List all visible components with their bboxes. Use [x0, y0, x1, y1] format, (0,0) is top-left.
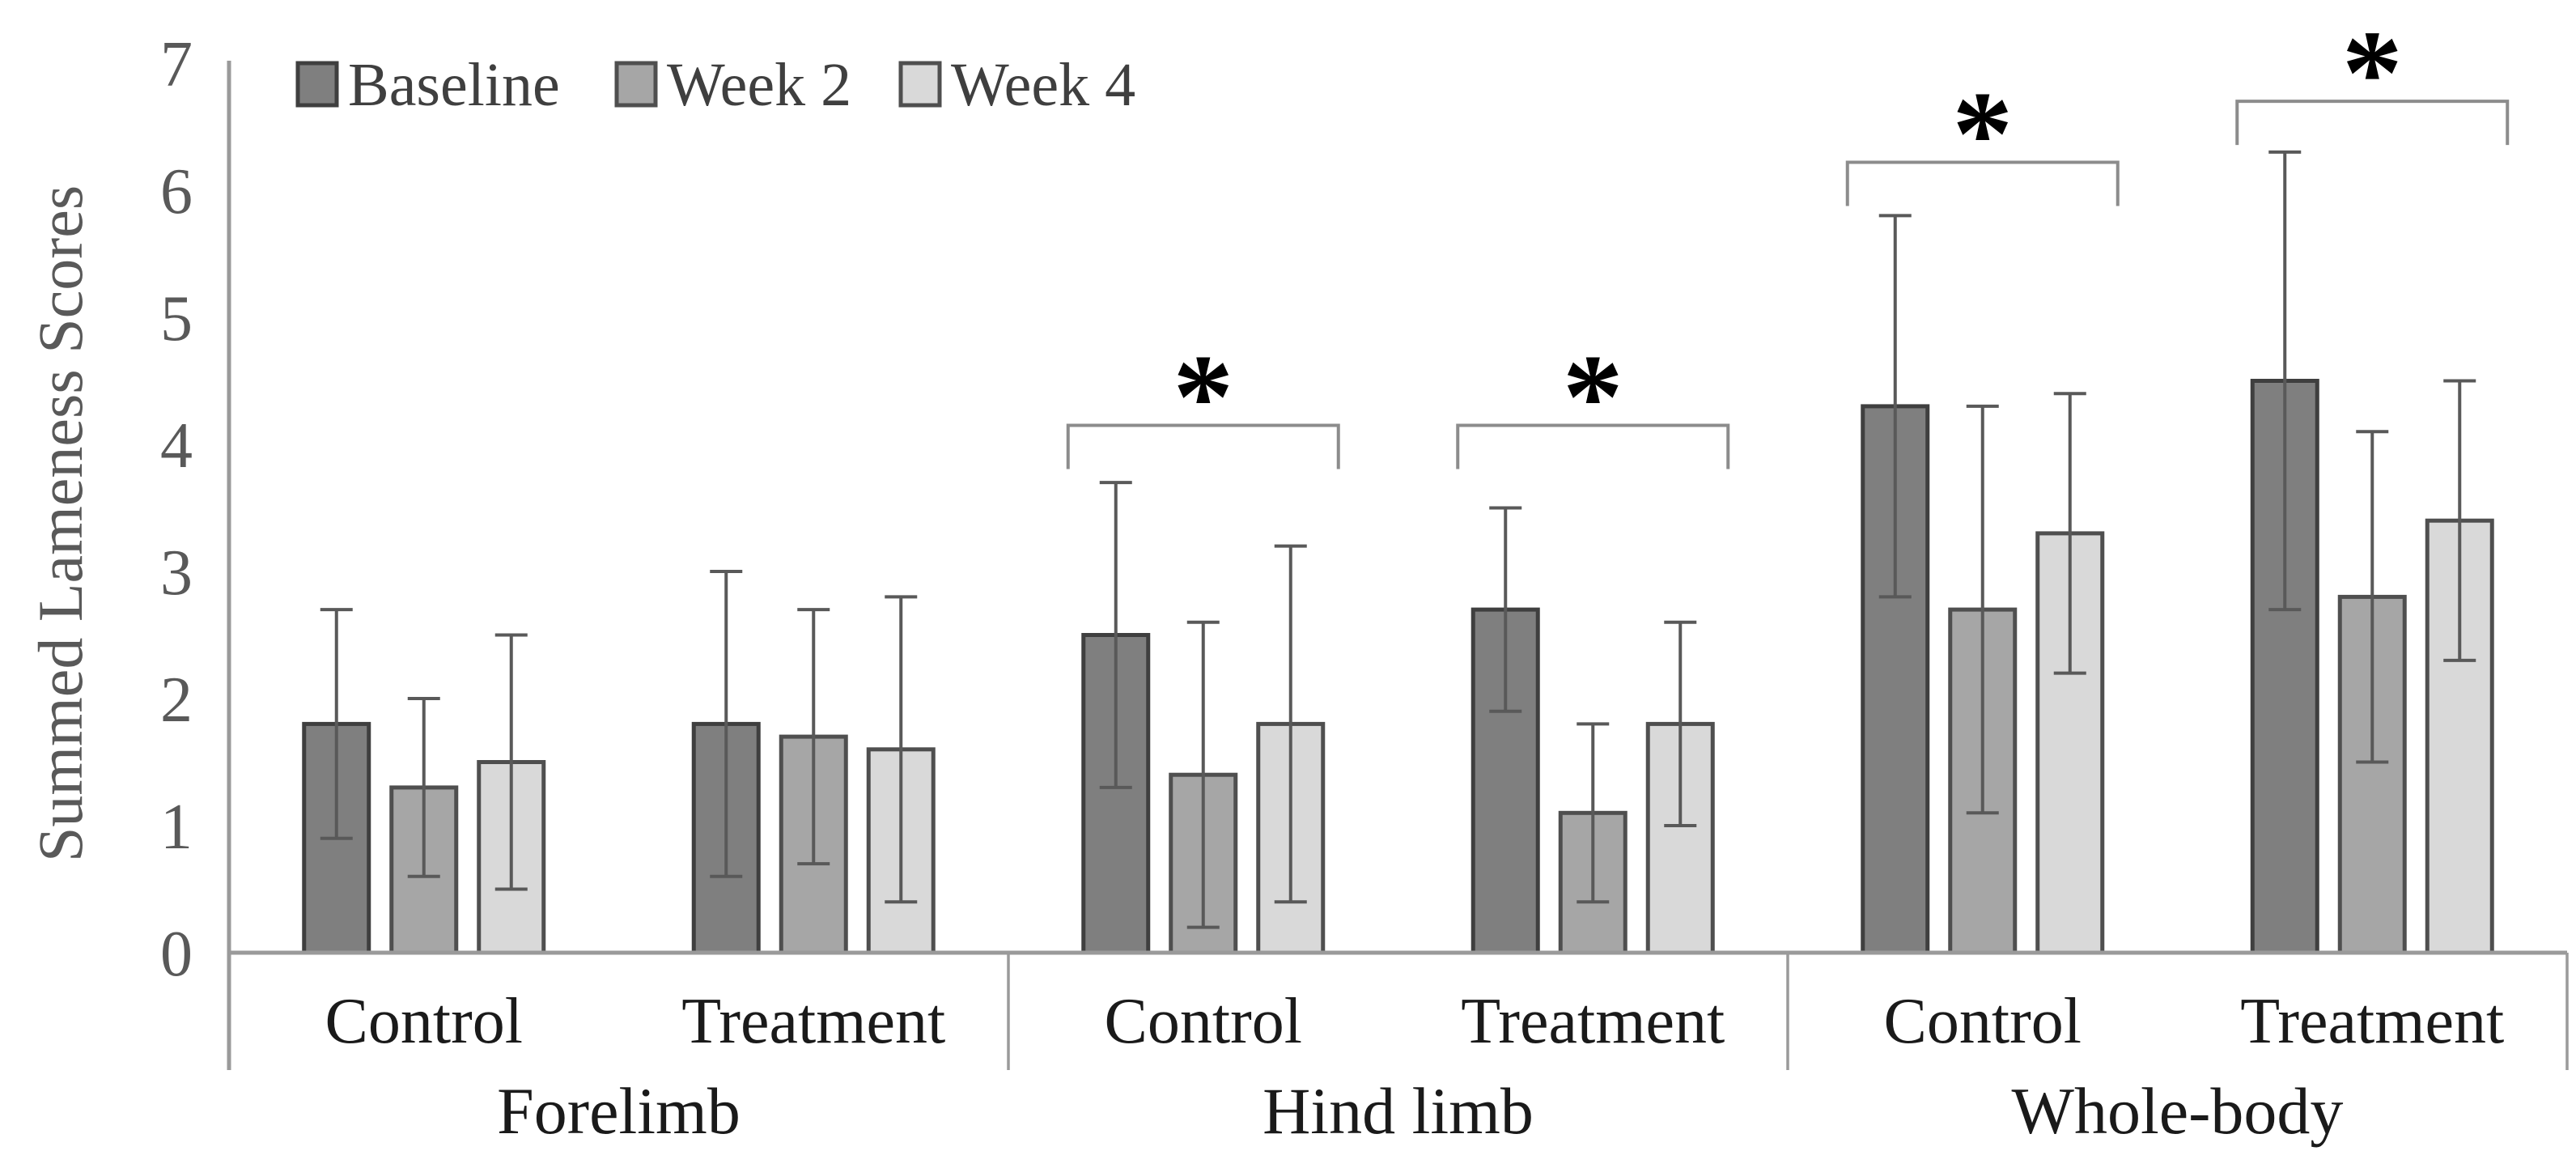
category-label: Control	[1105, 986, 1302, 1057]
y-tick-label: 6	[160, 156, 193, 227]
group-label: Hind limb	[1263, 1074, 1534, 1148]
legend-label: Baseline	[348, 51, 560, 119]
category-label: Treatment	[1461, 986, 1725, 1057]
significance-bracket	[1456, 423, 1730, 469]
y-tick-label: 5	[160, 283, 193, 355]
significance-bracket	[1845, 160, 2120, 206]
significance-asterisk: *	[2342, 6, 2403, 140]
y-tick-label: 3	[160, 537, 193, 609]
bar-baseline-treatment-wholebody	[2250, 379, 2319, 955]
category-label: Treatment	[681, 986, 945, 1057]
significance-bracket	[1066, 423, 1340, 469]
legend-swatch-baseline	[295, 61, 339, 108]
significance-asterisk: *	[1173, 329, 1233, 464]
significance-asterisk: *	[1952, 66, 2013, 201]
y-tick-label: 4	[160, 410, 193, 482]
legend-swatch-week2	[614, 61, 658, 108]
legend-swatch-week4	[898, 61, 942, 108]
legend-label: Week 2	[667, 51, 851, 119]
y-tick-label: 2	[160, 665, 193, 736]
significance-asterisk: *	[1563, 329, 1623, 464]
bar-week4-treatment-wholebody	[2425, 518, 2494, 955]
y-tick-label: 1	[160, 792, 193, 863]
y-tick-label: 7	[160, 29, 193, 100]
category-label: Control	[325, 986, 523, 1057]
group-label: Forelimb	[497, 1074, 741, 1148]
group-label: Whole-body	[2012, 1074, 2344, 1148]
category-label: Treatment	[2240, 986, 2504, 1057]
significance-bracket	[2235, 100, 2510, 146]
legend-label: Week 4	[951, 51, 1135, 119]
category-label: Control	[1884, 986, 2082, 1057]
y-tick-label: 0	[160, 919, 193, 990]
